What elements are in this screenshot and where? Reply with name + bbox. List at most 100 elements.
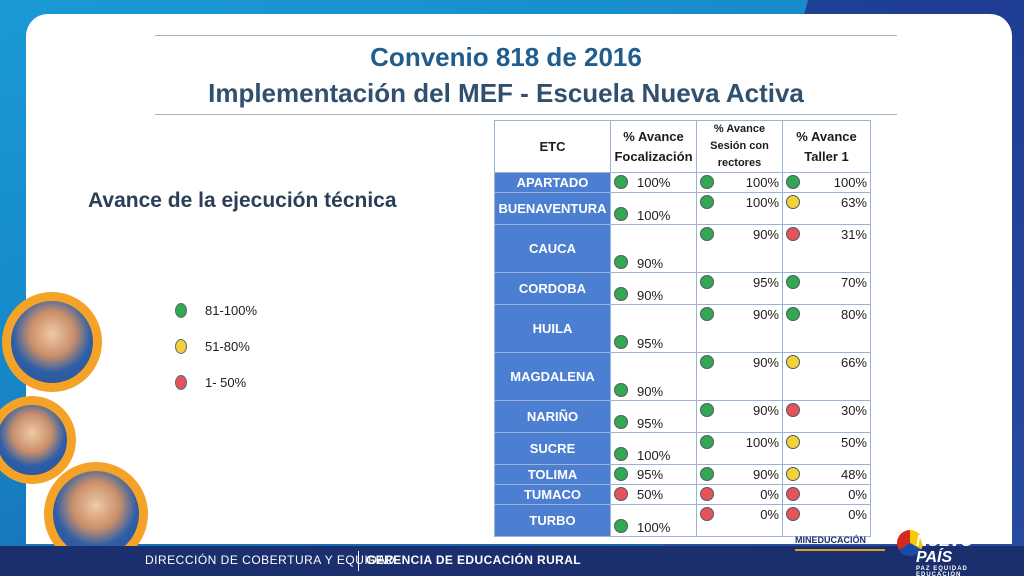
status-dot-icon xyxy=(786,307,800,321)
status-dot-icon xyxy=(614,519,628,533)
table-row: SUCRE 100% 100% 50% xyxy=(494,432,871,465)
status-dot-icon xyxy=(614,207,628,221)
legend-label: 81-100% xyxy=(205,302,258,318)
percent-value: 100% xyxy=(637,208,671,223)
etc-name: BUENAVENTURA xyxy=(494,192,611,225)
table-row: TUMACO 50% 0% 0% xyxy=(494,484,871,505)
status-dot-icon xyxy=(614,287,628,301)
slide-title: Convenio 818 de 2016 xyxy=(370,42,642,72)
cell-focalizacion: 50% xyxy=(610,484,697,505)
etc-name: TOLIMA xyxy=(494,464,611,485)
percent-value: 100% xyxy=(637,175,671,190)
etc-name: TURBO xyxy=(494,504,611,537)
status-dot-icon xyxy=(786,487,800,501)
status-dot-icon xyxy=(614,335,628,349)
status-dot-icon xyxy=(786,507,800,521)
footer-bar xyxy=(0,546,1024,576)
cell-focalizacion: 90% xyxy=(610,352,697,401)
table-row: NARIÑO 95% 90% 30% xyxy=(494,400,871,433)
legend-item: 51-80% xyxy=(175,328,257,364)
status-dot-icon xyxy=(786,175,800,189)
percent-value: 90% xyxy=(752,307,779,322)
status-dot-icon xyxy=(786,227,800,241)
percent-value: 0% xyxy=(760,507,779,522)
status-dot-icon xyxy=(700,275,714,289)
cell-sesion: 90% xyxy=(696,304,783,353)
brand-logo: TODOS POR UN NUEVO PAÍS PAZ EQUIDAD EDUC… xyxy=(916,522,1006,576)
cell-sesion: 90% xyxy=(696,464,783,485)
cell-focalizacion: 95% xyxy=(610,304,697,353)
status-dot-icon xyxy=(614,255,628,269)
mineducacion-underline xyxy=(795,549,885,551)
status-dot-icon xyxy=(614,175,628,189)
percent-value: 0% xyxy=(848,487,867,502)
cell-taller: 48% xyxy=(782,464,871,485)
cell-focalizacion: 100% xyxy=(610,432,697,465)
cell-focalizacion: 100% xyxy=(610,504,697,537)
status-dot-icon xyxy=(614,447,628,461)
percent-value: 66% xyxy=(840,355,867,370)
header-sesion: % Avance Sesión con rectores xyxy=(696,120,783,173)
percent-value: 50% xyxy=(840,435,867,450)
status-dot-icon xyxy=(786,195,800,209)
progress-table: ETC % Avance Focalización % Avance Sesió… xyxy=(494,120,871,537)
etc-name: CAUCA xyxy=(494,224,611,273)
legend-green-dot-icon xyxy=(175,302,187,318)
legend-item: 81-100% xyxy=(175,292,257,328)
percent-value: 63% xyxy=(840,195,867,210)
status-dot-icon xyxy=(786,403,800,417)
cell-taller: 31% xyxy=(782,224,871,273)
color-legend: 81-100% 51-80% 1- 50% xyxy=(175,292,257,400)
status-dot-icon xyxy=(700,175,714,189)
section-subtitle: Avance de la ejecución técnica xyxy=(88,189,397,212)
percent-value: 95% xyxy=(752,275,779,290)
percent-value: 90% xyxy=(637,288,664,303)
cell-taller: 0% xyxy=(782,504,871,537)
percent-value: 95% xyxy=(637,336,664,351)
percent-value: 95% xyxy=(637,467,664,482)
status-dot-icon xyxy=(700,467,714,481)
cell-taller: 80% xyxy=(782,304,871,353)
cell-focalizacion: 95% xyxy=(610,464,697,485)
etc-name: SUCRE xyxy=(494,432,611,465)
cell-sesion: 100% xyxy=(696,432,783,465)
status-dot-icon xyxy=(700,355,714,369)
brand-line1: TODOS POR UN xyxy=(916,522,1001,534)
legend-red-dot-icon xyxy=(175,374,187,390)
etc-name: CORDOBA xyxy=(494,272,611,305)
cell-sesion: 90% xyxy=(696,400,783,433)
cell-sesion: 90% xyxy=(696,224,783,273)
percent-value: 30% xyxy=(840,403,867,418)
cell-focalizacion: 90% xyxy=(610,224,697,273)
legend-label: 51-80% xyxy=(205,338,250,354)
etc-name: TUMACO xyxy=(494,484,611,505)
percent-value: 90% xyxy=(752,355,779,370)
percent-value: 31% xyxy=(840,227,867,242)
legend-label: 1- 50% xyxy=(205,374,247,390)
cell-focalizacion: 95% xyxy=(610,400,697,433)
status-dot-icon xyxy=(700,307,714,321)
percent-value: 100% xyxy=(745,195,779,210)
status-dot-icon xyxy=(786,355,800,369)
cell-sesion: 100% xyxy=(696,192,783,225)
status-dot-icon xyxy=(700,403,714,417)
percent-value: 0% xyxy=(760,487,779,502)
title-rule-bottom xyxy=(155,114,897,115)
status-dot-icon xyxy=(700,435,714,449)
flag-logo-icon xyxy=(897,530,923,556)
percent-value: 70% xyxy=(840,275,867,290)
percent-value: 90% xyxy=(752,467,779,482)
percent-value: 95% xyxy=(637,416,664,431)
etc-name: NARIÑO xyxy=(494,400,611,433)
table-row: TOLIMA 95% 90% 48% xyxy=(494,464,871,485)
cell-taller: 70% xyxy=(782,272,871,305)
cell-taller: 63% xyxy=(782,192,871,225)
percent-value: 100% xyxy=(745,175,779,190)
status-dot-icon xyxy=(614,467,628,481)
student-photo-2 xyxy=(0,396,76,484)
percent-value: 90% xyxy=(637,384,664,399)
footer-right-text: GERENCIA DE EDUCACIÓN RURAL xyxy=(366,553,582,567)
footer-separator xyxy=(358,551,359,571)
cell-taller: 100% xyxy=(782,172,871,193)
cell-sesion: 95% xyxy=(696,272,783,305)
